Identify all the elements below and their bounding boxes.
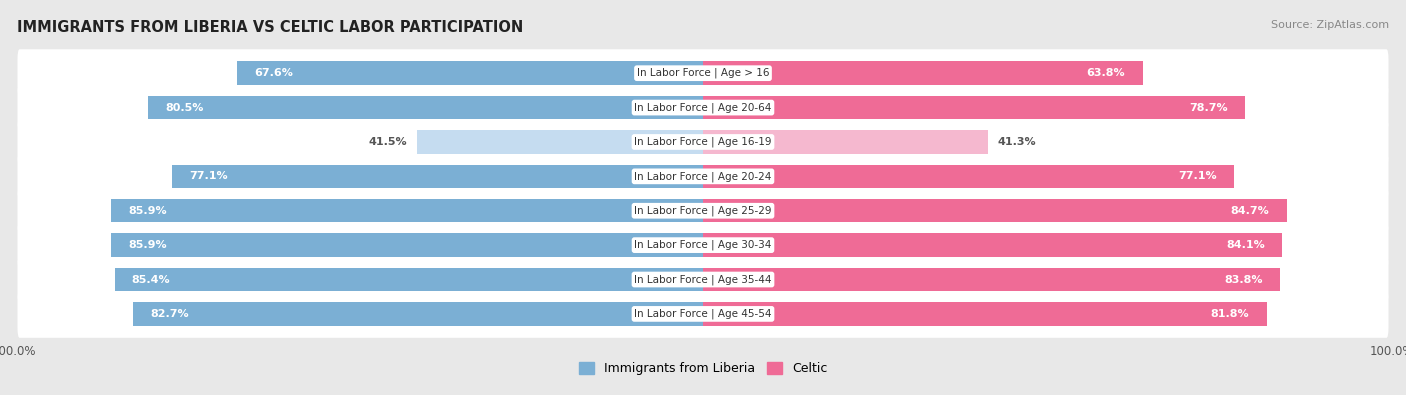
Text: 67.6%: 67.6% (254, 68, 294, 78)
Text: In Labor Force | Age 30-34: In Labor Force | Age 30-34 (634, 240, 772, 250)
FancyBboxPatch shape (17, 187, 1389, 235)
Legend: Immigrants from Liberia, Celtic: Immigrants from Liberia, Celtic (574, 357, 832, 380)
Text: 84.7%: 84.7% (1230, 206, 1270, 216)
FancyBboxPatch shape (17, 118, 1389, 166)
Bar (703, 268, 1281, 291)
Text: 85.9%: 85.9% (128, 206, 167, 216)
Text: 77.1%: 77.1% (1178, 171, 1218, 181)
Text: In Labor Force | Age 20-24: In Labor Force | Age 20-24 (634, 171, 772, 182)
Text: 85.9%: 85.9% (128, 240, 167, 250)
FancyBboxPatch shape (17, 256, 1389, 303)
Bar (703, 130, 987, 154)
Bar (703, 96, 1246, 119)
Bar (111, 233, 703, 257)
Text: 81.8%: 81.8% (1211, 309, 1250, 319)
Bar (115, 268, 703, 291)
Text: 41.3%: 41.3% (998, 137, 1036, 147)
Bar (703, 233, 1282, 257)
Text: In Labor Force | Age 35-44: In Labor Force | Age 35-44 (634, 274, 772, 285)
Text: 63.8%: 63.8% (1087, 68, 1125, 78)
Text: IMMIGRANTS FROM LIBERIA VS CELTIC LABOR PARTICIPATION: IMMIGRANTS FROM LIBERIA VS CELTIC LABOR … (17, 20, 523, 35)
Text: In Labor Force | Age > 16: In Labor Force | Age > 16 (637, 68, 769, 79)
Bar (111, 199, 703, 222)
Text: In Labor Force | Age 25-29: In Labor Force | Age 25-29 (634, 205, 772, 216)
Text: 78.7%: 78.7% (1189, 103, 1227, 113)
Text: In Labor Force | Age 20-64: In Labor Force | Age 20-64 (634, 102, 772, 113)
Bar (703, 199, 1286, 222)
Text: 82.7%: 82.7% (150, 309, 188, 319)
Text: In Labor Force | Age 16-19: In Labor Force | Age 16-19 (634, 137, 772, 147)
Bar (149, 96, 703, 119)
Bar (418, 130, 703, 154)
FancyBboxPatch shape (17, 49, 1389, 97)
FancyBboxPatch shape (17, 152, 1389, 200)
Text: In Labor Force | Age 45-54: In Labor Force | Age 45-54 (634, 308, 772, 319)
Text: 77.1%: 77.1% (188, 171, 228, 181)
Text: 84.1%: 84.1% (1226, 240, 1265, 250)
Text: 80.5%: 80.5% (166, 103, 204, 113)
Bar (703, 302, 1267, 325)
Text: 41.5%: 41.5% (368, 137, 406, 147)
FancyBboxPatch shape (17, 84, 1389, 132)
Text: 85.4%: 85.4% (132, 275, 170, 284)
FancyBboxPatch shape (17, 221, 1389, 269)
Bar (238, 62, 703, 85)
FancyBboxPatch shape (17, 290, 1389, 338)
Text: 83.8%: 83.8% (1225, 275, 1263, 284)
Bar (703, 62, 1143, 85)
Bar (703, 165, 1234, 188)
Bar (172, 165, 703, 188)
Text: Source: ZipAtlas.com: Source: ZipAtlas.com (1271, 20, 1389, 30)
Bar (134, 302, 703, 325)
